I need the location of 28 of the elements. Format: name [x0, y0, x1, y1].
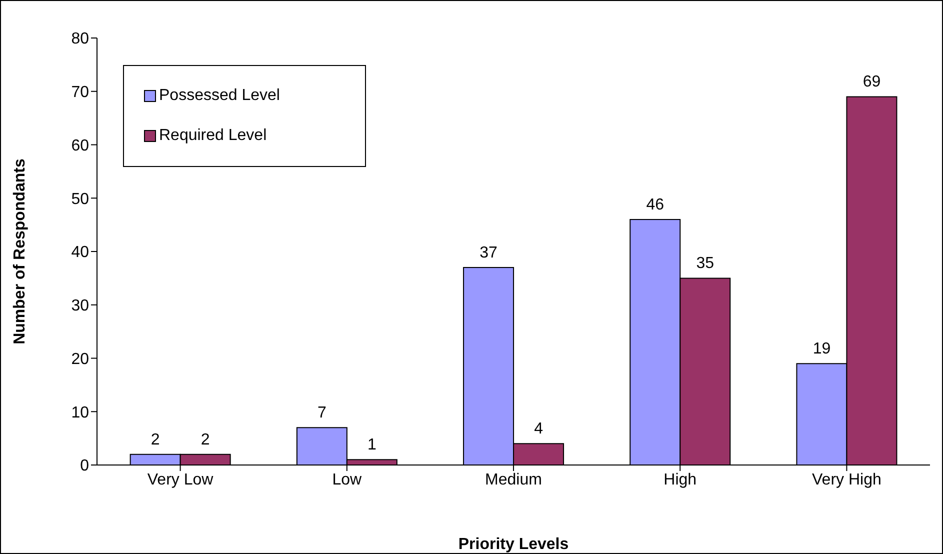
data-label: 1	[367, 436, 376, 454]
data-label: 4	[534, 420, 544, 438]
x-tick-label: Medium	[485, 471, 542, 488]
x-tick-label: Very Low	[147, 471, 214, 488]
data-label: 2	[200, 431, 210, 448]
y-tick-label: 20	[71, 350, 90, 368]
x-tick-label: Low	[332, 471, 362, 488]
data-label: 2	[150, 431, 160, 448]
y-tick-label: 50	[71, 190, 90, 208]
y-axis-title: Number of Respondants	[12, 158, 29, 344]
data-label: 19	[812, 340, 831, 358]
y-tick-label: 30	[71, 298, 90, 315]
legend-label: Required Level	[159, 127, 267, 145]
y-tick-label: 70	[71, 84, 90, 102]
data-label: 46	[646, 196, 664, 214]
legend-label: Possessed Level	[159, 87, 280, 105]
data-label: 7	[317, 404, 326, 422]
x-axis-title: Priority Levels	[458, 536, 569, 553]
data-label: 35	[696, 255, 714, 272]
y-tick-label: 10	[71, 404, 90, 422]
data-label: 69	[862, 74, 881, 91]
y-tick-label: 60	[71, 137, 90, 154]
y-tick-label: 0	[80, 458, 90, 475]
x-tick-label: High	[664, 471, 697, 488]
y-tick-label: 80	[71, 30, 90, 48]
x-tick-label: Very High	[812, 471, 882, 488]
y-tick-label: 40	[71, 244, 90, 262]
data-label: 37	[480, 244, 498, 262]
